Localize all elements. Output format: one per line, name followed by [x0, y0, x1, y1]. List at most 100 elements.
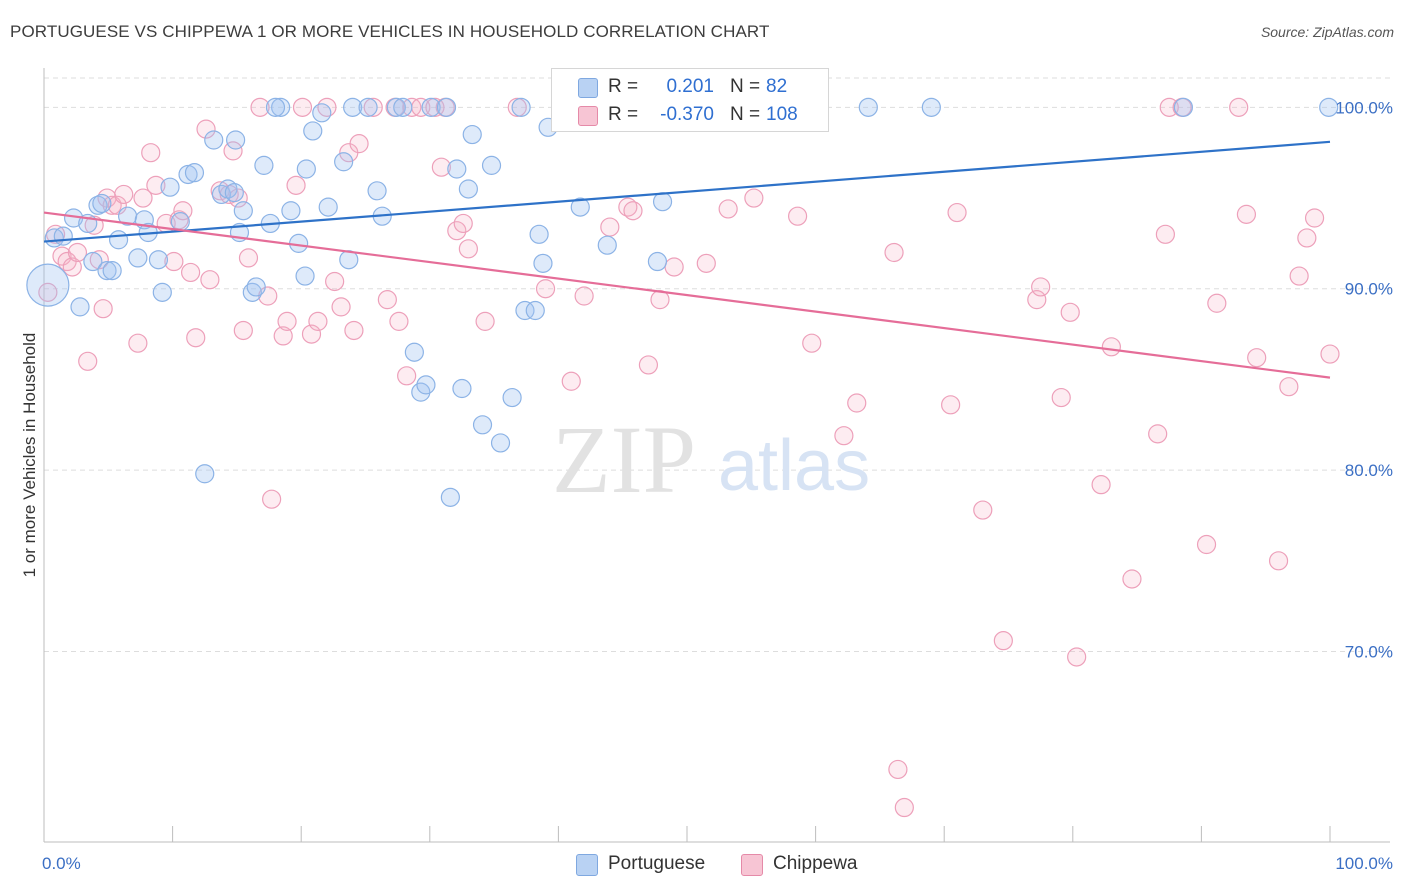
portuguese-point — [343, 97, 363, 117]
y-tick-label: 90.0% — [1345, 280, 1393, 299]
chippewa-point — [286, 175, 306, 195]
y-axis-label: 1 or more Vehicles in Household — [20, 333, 39, 578]
chippewa-point — [888, 759, 908, 780]
portuguese-point — [312, 103, 332, 123]
chippewa-point — [164, 251, 184, 272]
portuguese-point — [204, 130, 224, 150]
portuguese-point — [265, 97, 286, 117]
chippewa-point — [93, 299, 113, 319]
portuguese-point — [1319, 97, 1339, 117]
chippewa-point — [78, 351, 98, 371]
portuguese-point — [386, 97, 406, 117]
portuguese-point — [525, 300, 545, 321]
chippewa-point — [363, 97, 383, 117]
legend-swatch-portuguese — [578, 78, 598, 98]
portuguese-point — [1173, 97, 1193, 117]
portuguese-point — [128, 248, 148, 268]
portuguese-point — [218, 179, 238, 199]
grid-lines — [44, 77, 1390, 653]
chippewa-point — [292, 97, 313, 117]
chippewa-point — [62, 257, 82, 277]
chippewa-point — [1091, 475, 1111, 495]
portuguese-point — [97, 261, 117, 281]
chippewa-point — [787, 206, 808, 226]
chippewa-point — [993, 631, 1013, 651]
portuguese-point — [529, 224, 549, 244]
chippewa-point — [1289, 266, 1309, 286]
y-tick-label: 100.0% — [1335, 98, 1393, 117]
chippewa-point — [947, 202, 967, 223]
chippewa-point — [475, 311, 495, 331]
portuguese-point — [53, 226, 73, 246]
portuguese-point — [83, 251, 103, 272]
portuguese-point — [246, 277, 266, 297]
portuguese-point — [921, 97, 941, 117]
legend-swatch-chippewa — [578, 106, 598, 126]
chippewa-point — [1297, 228, 1317, 248]
trend-lines — [43, 140, 1331, 379]
chippewa-point — [38, 282, 58, 302]
chippewa-point — [277, 311, 297, 331]
chippewa-point — [186, 328, 206, 348]
chippewa-point — [1196, 534, 1217, 555]
chippewa-point — [600, 217, 620, 237]
legend-n-value: 108 — [766, 104, 798, 125]
chippewa-point — [141, 143, 161, 163]
chippewa-trend-line — [43, 211, 1331, 379]
chippewa-point — [389, 311, 409, 331]
bottom-legend-swatch — [576, 854, 598, 876]
portuguese-point — [26, 263, 70, 307]
portuguese-point — [416, 375, 436, 395]
legend-n-label: N = — [730, 104, 761, 125]
portuguese-point — [481, 155, 502, 175]
chippewa-point — [453, 213, 473, 234]
portuguese-point — [318, 197, 338, 217]
legend-r-value: -0.370 — [660, 104, 714, 125]
portuguese-point — [452, 378, 472, 399]
portuguese-point — [170, 212, 190, 232]
chippewa-point — [250, 97, 270, 117]
chippewa-point — [349, 134, 369, 154]
x-tick-label: 0.0% — [42, 854, 81, 873]
chippewa-point — [262, 489, 282, 509]
portuguese-point — [254, 155, 274, 175]
chippewa-point — [561, 371, 581, 391]
portuguese-point — [436, 97, 457, 117]
chippewa-point — [1051, 387, 1071, 408]
chippewa-point — [638, 355, 659, 375]
chippewa-point — [133, 188, 153, 208]
legend-row-portuguese: R = 0.201 N = 82 — [552, 73, 828, 101]
tick-labels: 70.0% 80.0% 90.0% 100.0% 0.0% 100.0% 1 or more… — [20, 98, 1393, 873]
legend-row-chippewa: R = -0.370 N = 108 — [552, 101, 828, 129]
chippewa-point — [238, 248, 259, 268]
chippewa-point — [1268, 551, 1289, 571]
chippewa-point — [431, 157, 451, 177]
y-tick-label: 70.0% — [1345, 643, 1393, 662]
chippewa-point — [128, 333, 148, 353]
chippewa-point — [1229, 97, 1249, 117]
chippewa-point — [114, 184, 134, 205]
chippewa-point — [1279, 377, 1299, 397]
chippewa-point — [1031, 277, 1051, 297]
portuguese-point — [440, 487, 460, 507]
portuguese-point — [303, 121, 323, 141]
chippewa-point — [84, 215, 104, 235]
portuguese-point — [296, 159, 316, 179]
chippewa-point — [1155, 224, 1175, 244]
portuguese-point — [271, 97, 291, 117]
portuguese-point — [233, 201, 253, 221]
chippewa-point — [200, 270, 220, 290]
chippewa-point — [308, 311, 328, 331]
legend-r-value: 0.201 — [666, 76, 714, 97]
bottom-legend-swatch — [741, 854, 763, 876]
portuguese-point — [102, 261, 122, 281]
chippewa-point — [718, 199, 738, 219]
chippewa-point — [377, 290, 397, 310]
portuguese-point — [421, 97, 441, 117]
chippewa-point — [458, 239, 478, 259]
chippewa-point — [67, 242, 88, 263]
chippewa-point — [1320, 344, 1340, 364]
chippewa-point — [894, 797, 914, 818]
portuguese-point — [447, 159, 467, 179]
